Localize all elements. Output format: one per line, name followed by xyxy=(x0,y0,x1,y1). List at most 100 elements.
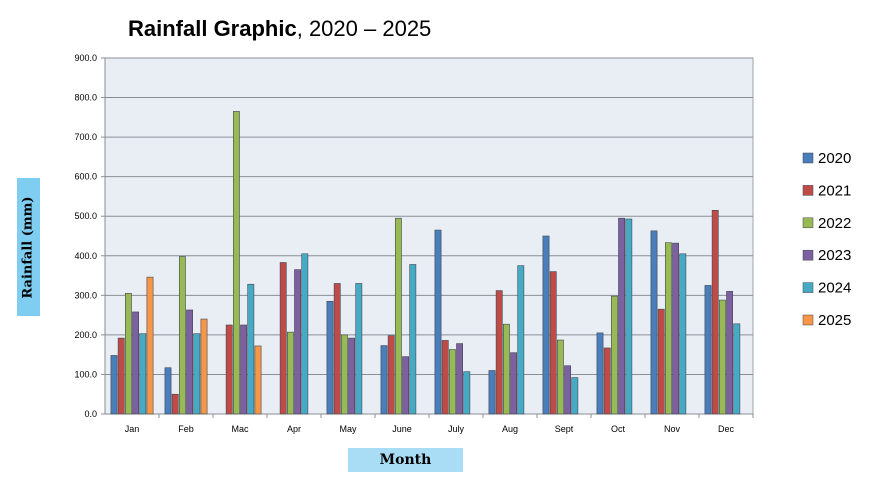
bar xyxy=(618,217,625,415)
bar xyxy=(348,337,355,415)
y-tick-label: 500.0 xyxy=(74,211,97,221)
x-tick-label: Jan xyxy=(125,424,140,434)
bar xyxy=(542,235,550,415)
bar xyxy=(571,377,579,415)
bar xyxy=(233,111,240,415)
y-axis-label-box: Rainfall (mm) xyxy=(17,178,40,316)
bar xyxy=(326,300,334,415)
legend-label: 2022 xyxy=(818,215,851,232)
y-tick-label: 900.0 xyxy=(74,53,97,63)
bar xyxy=(193,333,201,415)
bar xyxy=(463,371,471,415)
y-tick-label: 300.0 xyxy=(74,290,97,300)
bar xyxy=(409,264,417,415)
bar xyxy=(556,339,564,415)
bar xyxy=(726,291,733,415)
legend-swatch xyxy=(802,249,814,261)
bar xyxy=(517,265,525,415)
bar xyxy=(564,365,571,415)
bar xyxy=(625,218,633,415)
bar xyxy=(495,290,503,415)
bar xyxy=(380,345,388,415)
bar xyxy=(510,352,517,415)
legend-swatch xyxy=(802,217,814,229)
legend-swatch xyxy=(802,282,814,293)
bar xyxy=(448,349,456,415)
bar xyxy=(240,324,247,415)
bar xyxy=(718,299,726,415)
legend-swatch xyxy=(802,152,814,164)
chart-title-rest: , 2020 – 2025 xyxy=(296,16,432,41)
x-tick-label: May xyxy=(339,424,357,434)
bar xyxy=(200,318,208,415)
bar xyxy=(733,323,741,415)
plot-area xyxy=(104,57,754,415)
legend-label: 2021 xyxy=(818,182,851,199)
x-axis-label: Month xyxy=(379,452,432,468)
bar xyxy=(179,256,186,415)
y-tick-label: 600.0 xyxy=(74,172,97,182)
bar xyxy=(186,309,193,415)
x-tick-label: Oct xyxy=(611,424,626,434)
chart-title: Rainfall Graphic, 2020 – 2025 xyxy=(128,16,431,42)
bar xyxy=(603,347,611,415)
bar xyxy=(456,343,463,415)
legend-label: 2024 xyxy=(818,280,851,297)
bar xyxy=(294,269,301,415)
y-tick-label: 0.0 xyxy=(84,409,97,419)
bar xyxy=(488,370,496,415)
y-tick-label: 200.0 xyxy=(74,330,97,340)
bar xyxy=(502,323,510,415)
legend-label: 2025 xyxy=(818,312,851,329)
legend-swatch xyxy=(802,314,814,326)
bar xyxy=(549,271,557,415)
bar xyxy=(117,337,125,415)
bar xyxy=(110,355,118,415)
x-tick-label: Feb xyxy=(178,424,194,434)
bar xyxy=(301,253,309,415)
chart-title-bold: Rainfall Graphic xyxy=(128,16,297,41)
bar xyxy=(139,333,147,415)
bar xyxy=(125,293,132,415)
x-tick-label: Nov xyxy=(664,424,681,434)
bar xyxy=(402,356,409,415)
legend-label: 2020 xyxy=(818,150,851,167)
bar xyxy=(164,367,172,415)
bar xyxy=(664,242,672,415)
bar xyxy=(225,324,233,415)
bar xyxy=(610,295,618,415)
x-tick-label: Sept xyxy=(555,424,574,434)
bar xyxy=(333,283,341,415)
x-axis-label-box: Month xyxy=(348,448,463,472)
x-tick-label: Mac xyxy=(231,424,249,434)
y-tick-label: 700.0 xyxy=(74,132,97,142)
y-tick-label: 100.0 xyxy=(74,369,97,379)
bar xyxy=(704,285,712,415)
x-tick-label: Aug xyxy=(502,424,518,434)
bar xyxy=(711,209,719,415)
bar xyxy=(679,253,687,415)
x-tick-label: Apr xyxy=(287,424,301,434)
bar xyxy=(441,340,449,415)
bar xyxy=(171,393,179,415)
legend-label: 2023 xyxy=(818,247,851,264)
bar xyxy=(657,308,665,415)
bar xyxy=(340,334,348,415)
bar xyxy=(132,311,139,415)
bar xyxy=(279,262,287,415)
y-tick-label: 800.0 xyxy=(74,93,97,103)
x-tick-label: Dec xyxy=(718,424,735,434)
bar xyxy=(596,332,604,415)
bar xyxy=(286,331,294,415)
bar xyxy=(434,229,442,415)
bar xyxy=(387,335,395,415)
bar xyxy=(650,230,658,415)
legend-swatch xyxy=(802,185,814,196)
bar xyxy=(355,283,363,415)
bar xyxy=(146,276,154,415)
x-tick-label: July xyxy=(448,424,465,434)
bar xyxy=(254,345,262,415)
y-tick-label: 400.0 xyxy=(74,251,97,261)
bar xyxy=(394,217,402,415)
